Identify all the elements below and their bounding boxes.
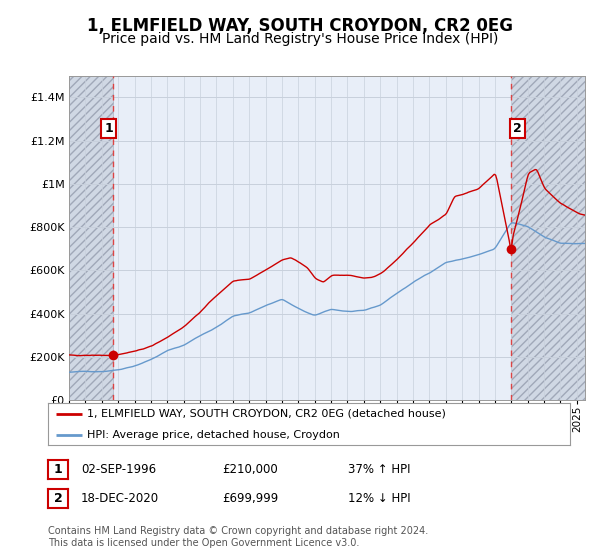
Text: Contains HM Land Registry data © Crown copyright and database right 2024.
This d: Contains HM Land Registry data © Crown c… <box>48 526 428 548</box>
Text: 1, ELMFIELD WAY, SOUTH CROYDON, CR2 0EG: 1, ELMFIELD WAY, SOUTH CROYDON, CR2 0EG <box>87 17 513 35</box>
Text: 2: 2 <box>54 492 62 505</box>
Bar <box>511 76 585 400</box>
Text: 02-SEP-1996: 02-SEP-1996 <box>81 463 156 476</box>
Text: 18-DEC-2020: 18-DEC-2020 <box>81 492 159 505</box>
Text: Price paid vs. HM Land Registry's House Price Index (HPI): Price paid vs. HM Land Registry's House … <box>102 32 498 46</box>
Text: HPI: Average price, detached house, Croydon: HPI: Average price, detached house, Croy… <box>87 430 340 440</box>
Text: £699,999: £699,999 <box>222 492 278 505</box>
Text: 1, ELMFIELD WAY, SOUTH CROYDON, CR2 0EG (detached house): 1, ELMFIELD WAY, SOUTH CROYDON, CR2 0EG … <box>87 409 446 419</box>
Text: £210,000: £210,000 <box>222 463 278 476</box>
Text: 37% ↑ HPI: 37% ↑ HPI <box>348 463 410 476</box>
Bar <box>69 76 113 400</box>
Text: 12% ↓ HPI: 12% ↓ HPI <box>348 492 410 505</box>
Text: 2: 2 <box>513 122 521 135</box>
Text: 1: 1 <box>104 122 113 135</box>
Text: 1: 1 <box>54 463 62 476</box>
